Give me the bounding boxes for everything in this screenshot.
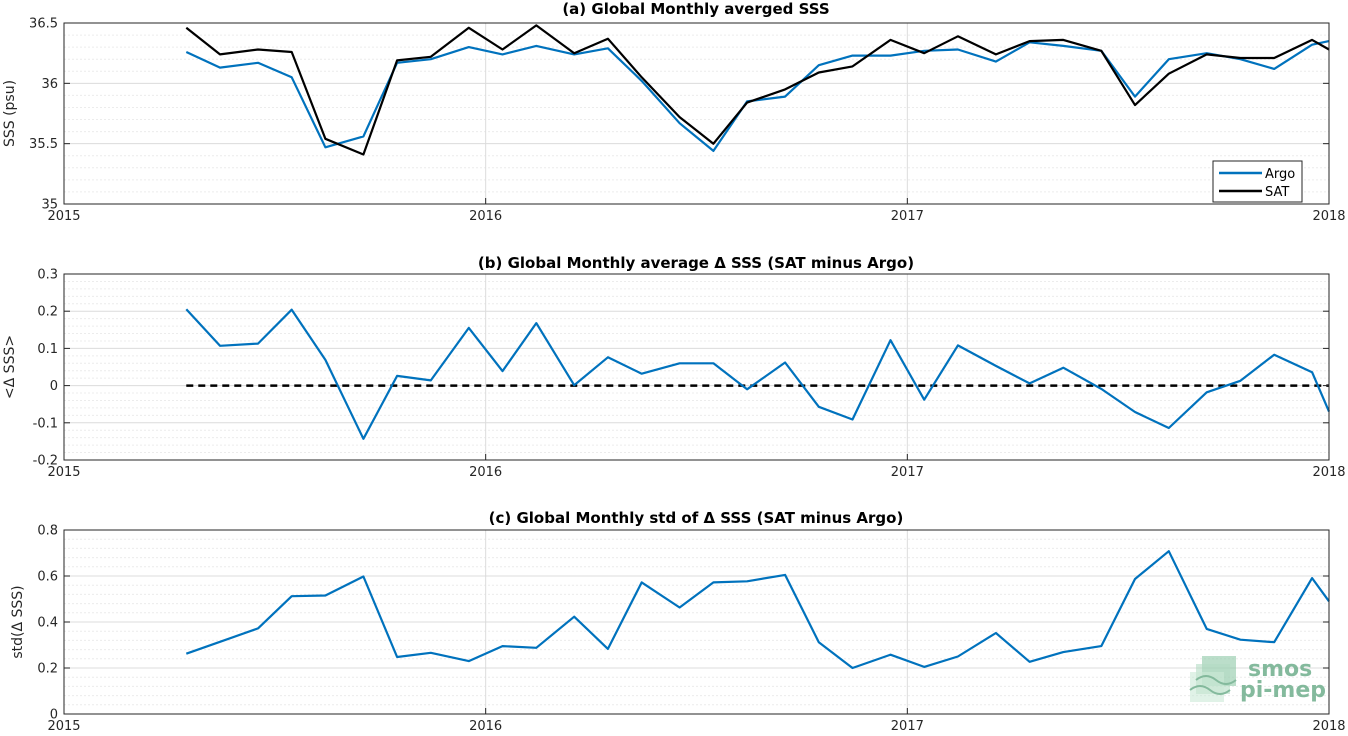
panel-b-ytick-label: 0.2 [37,305,58,320]
panel-a-series-line-sat [185,24,1330,156]
panel-b-ylabel: <Δ SSS> [2,335,18,399]
panel-a-ylabel: SSS (psu) [2,80,18,147]
smos-pimep-logo: smos pi-mep [1189,656,1326,703]
panel-a-xtick-label: 2018 [1312,209,1345,224]
panel-c-ytick-label: 0.8 [37,524,58,539]
panel-a-xtick-label: 2016 [469,209,502,224]
panel-b-ytick-label: 0 [50,379,58,394]
panel-c-marks [185,550,1330,670]
panel-c-series-line-0 [185,550,1330,670]
panel-c-ticks: 0 0.2 0.4 0.6 0.8 2015 2016 2017 2018 [37,524,1345,735]
logo-text-pimep: pi-mep [1240,678,1326,703]
panel-c-ytick-label: 0.4 [37,616,58,631]
panel-a-xtick-label: 2015 [47,209,80,224]
panel-c-xtick-label: 2017 [891,719,924,734]
panel-c-xtick-label: 2018 [1312,719,1345,734]
panel-b-xtick-label: 2015 [47,465,80,480]
panel-c: 0 0.2 0.4 0.6 0.8 2015 2016 2017 2018 (c) Global… [10,509,1346,734]
panel-a-ytick-label: 35.5 [29,137,58,152]
panel-b-xtick-label: 2018 [1312,465,1345,480]
panel-c-xtick-label: 2015 [47,719,80,734]
panel-c-title: (c) Global Monthly std of Δ SSS (SAT min… [489,509,904,527]
legend-label-argo: Argo [1265,167,1295,182]
legend-box [1212,160,1303,203]
panel-b-ticks: -0.2 -0.1 0 0.1 0.2 0.3 2015 2016 2017 2018 [33,268,1346,481]
panel-c-ytick-label: 0.6 [37,570,58,585]
panel-b-series-line-0 [185,308,1331,440]
panel-b-ytick-label: -0.1 [33,416,58,431]
panel-b-title: (b) Global Monthly average Δ SSS (SAT mi… [478,254,914,272]
panel-a-xtick-label: 2017 [891,209,924,224]
panel-c-xtick-label: 2016 [469,719,502,734]
panel-a-legend: Argo SAT [1212,160,1303,203]
panel-b: -0.2 -0.1 0 0.1 0.2 0.3 2015 2016 2017 2018 (b) G… [2,254,1346,480]
panel-a-marks [185,24,1330,156]
panel-a-ytick-label: 35 [41,198,58,213]
logo-wave-icon [1189,656,1237,702]
panel-b-ytick-label: 0.1 [37,342,58,357]
panel-a: 35 35.5 36 36.5 2015 2016 2017 2018 (a) Global … [2,0,1346,224]
panel-b-xtick-label: 2017 [891,465,924,480]
panel-b-axes-box [63,273,1330,461]
panel-a-ticks: 35 35.5 36 36.5 2015 2016 2017 2018 [29,17,1346,225]
panel-a-axes-box [63,22,1330,205]
logo-text-smos: smos [1248,657,1312,682]
panel-c-ytick-label: 0 [50,708,58,723]
panel-b-marks [185,308,1331,440]
panel-b-xtick-label: 2016 [469,465,502,480]
panel-a-series-line-argo [185,40,1330,152]
panel-c-ytick-label: 0.2 [37,662,58,677]
panel-a-title: (a) Global Monthly averged SSS [562,0,829,18]
panel-b-ytick-label: 0.3 [37,268,58,283]
panel-a-ytick-label: 36.5 [29,17,58,32]
panel-c-ylabel: std(Δ SSS) [10,585,26,658]
panel-b-ytick-label: -0.2 [33,454,58,469]
panel-a-ytick-label: 36 [41,77,58,92]
legend-label-sat: SAT [1265,185,1289,200]
